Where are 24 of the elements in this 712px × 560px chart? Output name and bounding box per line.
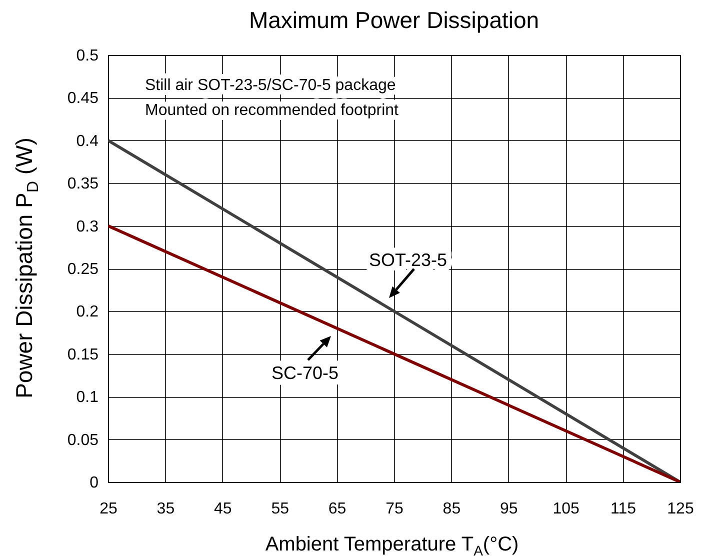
- y-tick-label: 0: [90, 474, 99, 492]
- y-tick-label: 0.05: [67, 432, 99, 449]
- y-tick-label: 0.4: [76, 132, 99, 150]
- x-axis-title: Ambient Temperature T$_{A}$(°C): [265, 534, 519, 558]
- y-tick-label: 0.2: [76, 304, 99, 321]
- x-tick-label: 75: [386, 500, 404, 518]
- x-tick-label: 45: [214, 500, 232, 518]
- x-tick-label: 125: [667, 500, 694, 518]
- x-tick-label: 85: [442, 500, 461, 518]
- y-tick-label: 0.35: [67, 176, 99, 193]
- y-tick-label: 0.1: [76, 389, 99, 406]
- x-tick-label: 25: [100, 500, 118, 518]
- y-tick-label: 0.15: [67, 346, 99, 364]
- y-tick-label: 0.45: [67, 90, 99, 108]
- x-tick-label: 115: [610, 500, 636, 518]
- y-tick-label: 0.25: [67, 261, 99, 278]
- x-tick-label: 95: [500, 500, 518, 518]
- x-tick-label: 35: [156, 500, 175, 518]
- x-tick-label: 105: [552, 500, 580, 518]
- x-tick-label: 65: [328, 500, 346, 518]
- chart-title: Maximum Power Dissipation: [248, 7, 540, 33]
- x-tick-label: 55: [271, 500, 290, 518]
- y-tick-label: 0.3: [76, 218, 99, 236]
- y-tick-label: 0.5: [76, 48, 99, 64]
